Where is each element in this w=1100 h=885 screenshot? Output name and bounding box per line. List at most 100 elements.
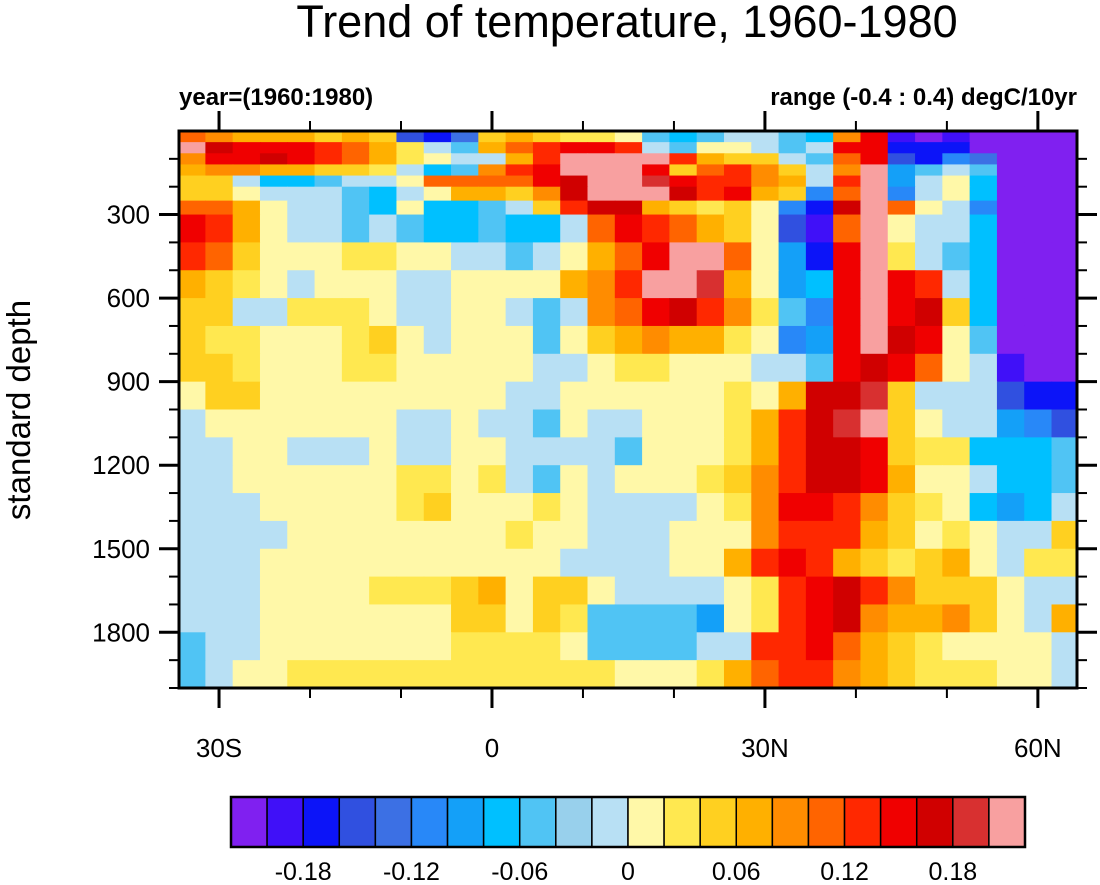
heatmap-cell [778,604,807,633]
heatmap-cell [996,186,1025,202]
heatmap-cell [560,604,589,633]
heatmap-cell [833,409,862,438]
heatmap-cell [614,604,643,633]
heatmap-cell [942,409,971,438]
heatmap-cell [1024,604,1053,633]
heatmap-cell [314,604,343,633]
heatmap-cell [614,242,643,271]
colorbar: -0.18 -0.12 -0.06 0 0.06 0.12 0.18 [229,795,1027,885]
heatmap-cell [1024,175,1053,188]
heatmap-cell [915,131,943,143]
heatmap-cell [369,520,398,550]
heatmap-cell [587,200,616,216]
heatmap-cell [915,214,943,243]
heatmap-cell [751,131,780,143]
heatmap-cell [451,298,479,327]
heatmap-cell [287,604,316,633]
heatmap-cell [805,325,834,355]
heatmap-cell [860,548,889,578]
heatmap-cell [778,437,807,466]
heatmap-cell [1051,353,1078,383]
heatmap-cell [969,660,998,689]
heatmap-cell [805,660,834,689]
heatmap-cell [833,214,862,243]
heatmap-cell [860,153,889,166]
heatmap-cell [669,131,698,143]
heatmap-cell [942,660,971,689]
heatmap-cell [396,142,425,154]
heatmap-cell [396,632,425,661]
heatmap-cell [179,153,206,166]
heatmap-cell [696,298,725,327]
heatmap-cell [259,493,288,522]
heatmap-cell [996,298,1025,327]
colorbar-box [771,796,810,848]
y-tick-label: 900 [107,367,150,397]
heatmap-cell [1024,465,1053,494]
heatmap-cell [287,200,316,216]
heatmap-cell [778,353,807,383]
heatmap-cell [451,548,479,578]
heatmap-cell [341,270,370,299]
heatmap-cell [451,142,479,154]
heatmap-cell [560,660,589,689]
heatmap-cell [1024,632,1053,661]
heatmap-cell [560,381,589,411]
heatmap-cell [778,576,807,606]
heatmap-cell [478,493,507,522]
heatmap-cell [696,153,725,166]
heatmap-cell [314,437,343,466]
heatmap-cell [1024,298,1053,327]
heatmap-cell [805,437,834,466]
heatmap-cell [969,200,998,216]
heatmap-cell [314,175,343,188]
heatmap-cell [505,548,534,578]
heatmap-cell [478,142,507,154]
heatmap-cell [1024,131,1053,143]
heatmap-cell [287,270,316,299]
heatmap-cell [451,325,479,355]
heatmap-cell [860,632,889,661]
heatmap-cell [614,660,643,689]
heatmap-cell [259,131,288,143]
heatmap-cell [614,270,643,299]
heatmap-cell [423,153,452,166]
heatmap-cell [259,660,288,689]
heatmap-cell [996,164,1025,177]
heatmap-cell [232,298,261,327]
heatmap-cell [833,186,862,202]
heatmap-cell [778,214,807,243]
heatmap-cell [942,153,971,166]
heatmap-cell [423,437,452,466]
heatmap-cell [805,175,834,188]
heatmap-cell [423,175,452,188]
heatmap-cell [1051,409,1078,438]
heatmap-cell [696,200,725,216]
heatmap-cell [751,164,780,177]
heatmap-cell [833,604,862,633]
heatmap-cell [232,381,261,411]
heatmap-cell [833,520,862,550]
heatmap-cell [287,520,316,550]
heatmap-cell [205,604,234,633]
heatmap-cell [778,153,807,166]
heatmap-cell [560,270,589,299]
heatmap-cell [696,131,725,143]
heatmap-cell [614,437,643,466]
heatmap-cell [751,214,780,243]
heatmap-cell [205,175,234,188]
heatmap-cell [560,131,589,143]
heatmap-cell [860,175,889,188]
heatmap-cell [833,153,862,166]
heatmap-cell [232,131,261,143]
colorbar-box [699,796,738,848]
heatmap-cell [642,660,670,689]
heatmap-cell [451,153,479,166]
heatmap-cell [1051,381,1078,411]
heatmap-cell [423,242,452,271]
heatmap-cell [532,632,561,661]
heatmap-cell [669,298,698,327]
heatmap-cell [778,242,807,271]
heatmap-cell [505,131,534,143]
heatmap-cell [614,200,643,216]
